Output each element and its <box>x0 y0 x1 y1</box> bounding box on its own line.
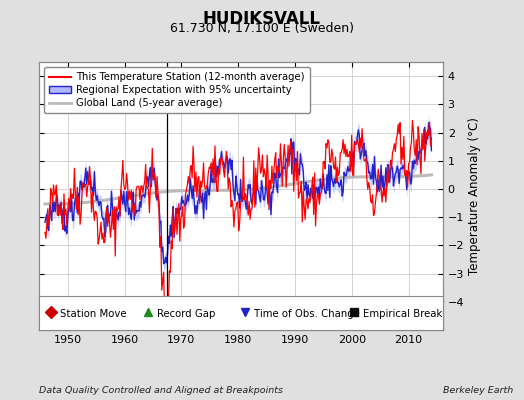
Text: Station Move: Station Move <box>60 309 127 319</box>
Text: HUDIKSVALL: HUDIKSVALL <box>203 10 321 28</box>
Text: Empirical Break: Empirical Break <box>363 309 442 319</box>
Text: Time of Obs. Change: Time of Obs. Change <box>254 309 359 319</box>
Y-axis label: Temperature Anomaly (°C): Temperature Anomaly (°C) <box>468 117 482 275</box>
Text: Data Quality Controlled and Aligned at Breakpoints: Data Quality Controlled and Aligned at B… <box>39 386 283 395</box>
Text: Berkeley Earth: Berkeley Earth <box>443 386 513 395</box>
Text: Record Gap: Record Gap <box>157 309 215 319</box>
Text: 61.730 N, 17.100 E (Sweden): 61.730 N, 17.100 E (Sweden) <box>170 22 354 35</box>
Legend: This Temperature Station (12-month average), Regional Expectation with 95% uncer: This Temperature Station (12-month avera… <box>45 67 310 113</box>
